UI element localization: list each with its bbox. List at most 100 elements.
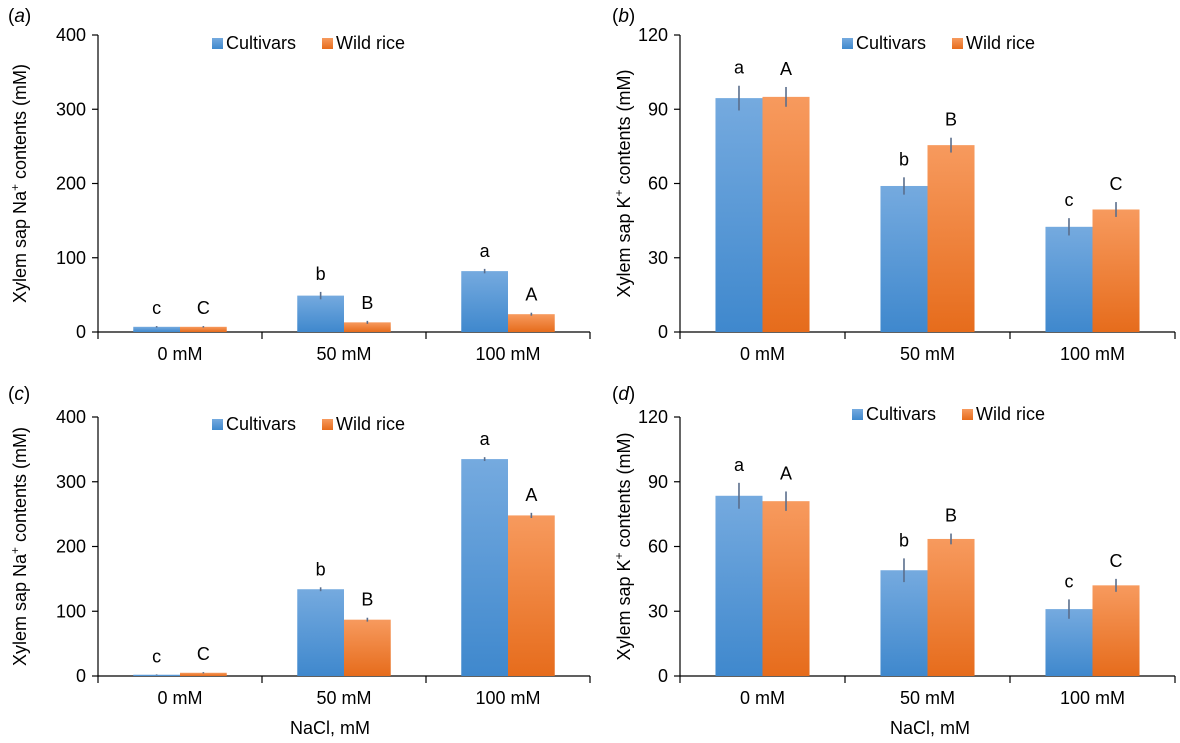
- legend-swatch-cultivars: [852, 409, 863, 420]
- significance-letter: C: [197, 644, 210, 664]
- x-tick-label: 0 mM: [740, 344, 785, 364]
- bar-wild-rice: [344, 322, 391, 332]
- legend: Cultivars Wild rice: [852, 404, 1045, 424]
- y-axis-title: Xylem sap Na+ contents (mM): [8, 64, 30, 303]
- significance-letter: C: [1110, 174, 1123, 194]
- significance-letter: A: [525, 285, 537, 305]
- significance-letter: A: [780, 463, 792, 483]
- significance-letter: B: [361, 293, 373, 313]
- bar-wild-rice: [180, 326, 227, 332]
- significance-letter: a: [734, 58, 745, 78]
- legend-swatch-wild-rice: [952, 38, 963, 49]
- legend-label-cultivars: Cultivars: [226, 33, 296, 53]
- x-axis-title-right: NaCl, mM: [890, 718, 970, 738]
- x-tick-label: 100 mM: [1060, 344, 1125, 364]
- y-tick-label: 90: [648, 472, 668, 492]
- x-tick-label: 50 mM: [900, 688, 955, 708]
- legend-swatch-wild-rice: [962, 409, 973, 420]
- y-axis-title: Xylem sap K+ contents (mM): [612, 69, 634, 297]
- significance-letter: A: [780, 59, 792, 79]
- legend: Cultivars Wild rice: [212, 414, 405, 434]
- x-tick-label: 0 mM: [158, 688, 203, 708]
- significance-letter: b: [899, 530, 909, 550]
- legend: Cultivars Wild rice: [212, 33, 405, 53]
- panel-label: (b): [612, 6, 635, 27]
- legend-swatch-cultivars: [212, 38, 223, 49]
- significance-letter: B: [361, 590, 373, 610]
- y-tick-label: 300: [56, 99, 86, 119]
- bar-cultivars: [880, 185, 928, 332]
- y-tick-label: 120: [638, 407, 668, 427]
- bar-cultivars: [880, 570, 928, 676]
- chart-panel-a: (a) 0 100 200 300 400 Xylem sap Na+ contents (…: [8, 6, 591, 364]
- y-tick-label: 200: [56, 174, 86, 194]
- significance-letter: a: [480, 241, 491, 261]
- bar-cultivars: [297, 295, 344, 332]
- legend: Cultivars Wild rice: [842, 33, 1035, 53]
- bar-cultivars: [1045, 609, 1093, 676]
- legend-swatch-cultivars: [212, 419, 223, 430]
- legend-label-cultivars: Cultivars: [226, 414, 296, 434]
- y-tick-label: 90: [648, 99, 668, 119]
- y-tick-label: 0: [658, 322, 668, 342]
- legend-label-wild-rice: Wild rice: [976, 404, 1045, 424]
- panel-label: (d): [612, 384, 635, 405]
- bar-cultivars: [133, 326, 180, 332]
- significance-letter: c: [1064, 571, 1073, 591]
- y-tick-label: 120: [638, 25, 668, 45]
- bar-wild-rice: [508, 515, 555, 676]
- x-tick-label: 0 mM: [740, 688, 785, 708]
- significance-letter: a: [734, 455, 745, 475]
- bar-wild-rice: [927, 145, 975, 332]
- y-tick-label: 30: [648, 248, 668, 268]
- significance-letter: b: [899, 149, 909, 169]
- y-tick-label: 200: [56, 537, 86, 557]
- significance-letter: B: [945, 110, 957, 130]
- y-tick-label: 60: [648, 174, 668, 194]
- y-tick-label: 30: [648, 601, 668, 621]
- y-tick-label: 100: [56, 248, 86, 268]
- legend-label-cultivars: Cultivars: [856, 33, 926, 53]
- significance-letter: b: [316, 264, 326, 284]
- significance-letter: C: [1110, 551, 1123, 571]
- x-axis-title-left: NaCl, mM: [290, 718, 370, 738]
- y-tick-label: 400: [56, 25, 86, 45]
- significance-letter: A: [525, 485, 537, 505]
- significance-letter: C: [197, 298, 210, 318]
- y-tick-label: 0: [658, 666, 668, 686]
- bar-cultivars: [133, 674, 180, 676]
- x-tick-label: 50 mM: [900, 344, 955, 364]
- legend-label-wild-rice: Wild rice: [336, 414, 405, 434]
- x-tick-label: 100 mM: [1060, 688, 1125, 708]
- bar-cultivars: [715, 98, 763, 332]
- x-tick-label: 0 mM: [158, 344, 203, 364]
- bar-wild-rice: [508, 314, 555, 332]
- chart-panel-b: (b) 0 30 60 90 120 Xylem sap K+ contents (mM) a…: [612, 6, 1176, 364]
- legend-swatch-cultivars: [842, 38, 853, 49]
- panel-label: (c): [8, 384, 30, 405]
- bar-cultivars: [715, 495, 763, 676]
- bar-cultivars: [297, 589, 344, 676]
- y-axis-title: Xylem sap Na+ contents (mM): [8, 427, 30, 666]
- significance-letter: B: [945, 506, 957, 526]
- y-tick-label: 300: [56, 472, 86, 492]
- y-tick-label: 0: [76, 666, 86, 686]
- x-tick-label: 50 mM: [316, 688, 371, 708]
- legend-label-wild-rice: Wild rice: [336, 33, 405, 53]
- legend-label-wild-rice: Wild rice: [966, 33, 1035, 53]
- significance-letter: b: [316, 559, 326, 579]
- bar-cultivars: [1045, 226, 1093, 332]
- x-tick-label: 100 mM: [475, 688, 540, 708]
- bar-wild-rice: [180, 672, 227, 676]
- bar-cultivars: [461, 271, 508, 332]
- chart-panel-c: (c) 0 100 200 300 400 Xylem sap Na+ contents (…: [8, 384, 591, 708]
- bar-wild-rice: [762, 96, 810, 332]
- y-tick-label: 0: [76, 322, 86, 342]
- legend-label-cultivars: Cultivars: [866, 404, 936, 424]
- panel-label: (a): [8, 6, 31, 27]
- bar-wild-rice: [1092, 209, 1140, 332]
- bar-wild-rice: [762, 501, 810, 676]
- y-tick-label: 60: [648, 537, 668, 557]
